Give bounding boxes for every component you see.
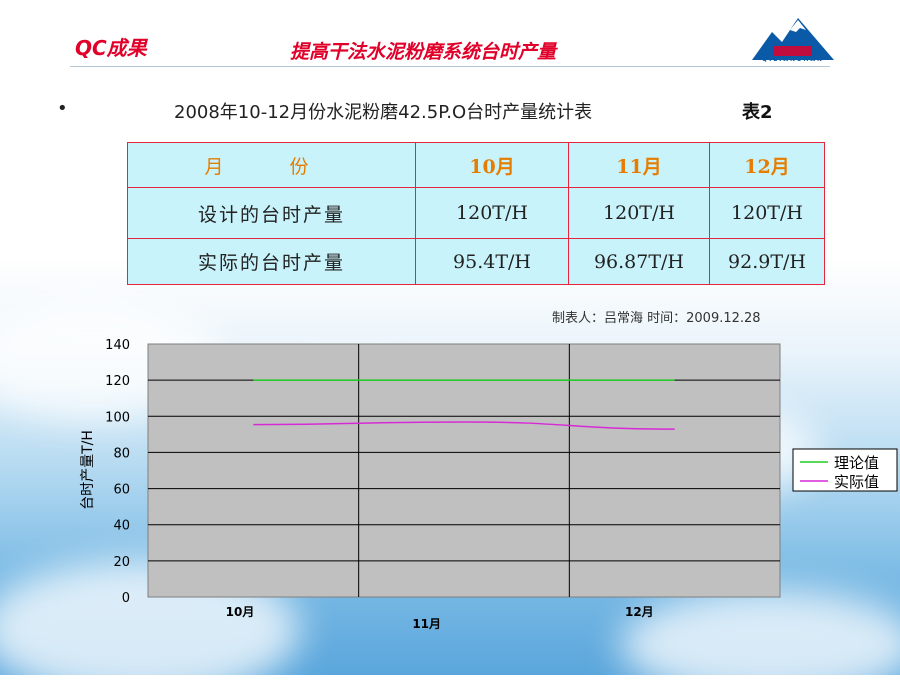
y-tick-label: 140 — [105, 338, 130, 353]
table-cell: 96.87T/H — [568, 238, 710, 285]
table-row: 实际的台时产量 95.4T/H 96.87T/H 92.9T/H — [127, 238, 825, 285]
production-table: 月 份 10月 11月 12月 设计的台时产量 120T/H 120T/H 12… — [127, 142, 825, 285]
y-axis-label: 台时产量T/H — [80, 430, 96, 510]
header-divider — [70, 66, 830, 67]
table-cell: 92.9T/H — [709, 238, 825, 285]
table-header-row: 月 份 10月 11月 12月 — [127, 142, 825, 188]
production-line-chart: 0 20 40 60 80 100 120 140 10月 11月 12月 台时产量T/H 理论值… — [80, 338, 898, 631]
header-cell-oct: 10月 — [415, 142, 569, 188]
table-credit: 制表人：吕常海 时间：2009.12.28 — [552, 311, 761, 326]
header-cell-nov: 11月 — [568, 142, 710, 188]
y-tick-label: 0 — [122, 591, 130, 606]
table-cell: 120T/H — [415, 187, 569, 239]
page-title: 提高干法水泥粉磨系统台时产量 — [290, 41, 557, 63]
table-cell: 120T/H — [568, 187, 710, 239]
x-tick-label: 10月 — [226, 605, 255, 619]
y-tick-label: 20 — [113, 555, 130, 570]
y-tick-label: 40 — [113, 519, 130, 534]
table-number-label: 表2 — [742, 102, 773, 123]
table-cell: 120T/H — [709, 187, 825, 239]
series-line-actual — [253, 421, 675, 430]
header-cell-dec: 12月 — [709, 142, 825, 188]
logo-text: QILIANSHAN — [761, 56, 825, 63]
plot-area — [147, 343, 781, 598]
row-label-actual: 实际的台时产量 — [127, 238, 416, 285]
row-label-design: 设计的台时产量 — [127, 187, 416, 239]
bullet-marker: • — [57, 98, 68, 119]
y-tick-label: 80 — [113, 446, 130, 461]
y-tick-label: 120 — [105, 374, 130, 389]
section-label: QC成果 — [75, 36, 147, 60]
table-row: 设计的台时产量 120T/H 120T/H 120T/H — [127, 187, 825, 239]
legend-box — [792, 448, 898, 492]
mountain-logo-icon — [752, 18, 834, 60]
y-tick-label: 100 — [105, 410, 130, 425]
table-caption: 2008年10-12月份水泥粉磨42.5P.O台时产量统计表 — [174, 102, 593, 123]
x-tick-label: 12月 — [625, 605, 654, 619]
y-tick-label: 60 — [113, 483, 130, 498]
x-tick-label: 11月 — [412, 617, 441, 631]
legend-label: 实际值 — [834, 473, 879, 491]
legend-label: 理论值 — [834, 454, 879, 472]
header-cell-month: 月 份 — [127, 142, 416, 188]
